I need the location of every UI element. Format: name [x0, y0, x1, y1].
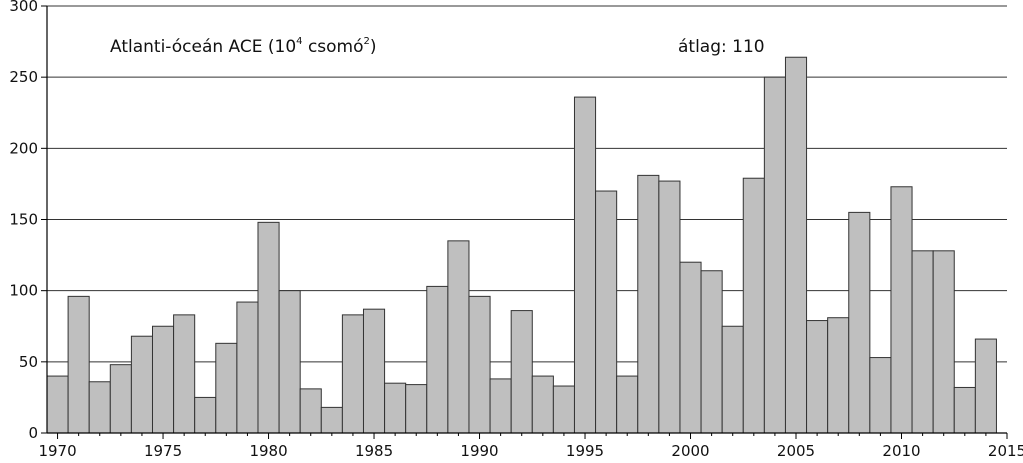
y-tick-label: 200: [9, 139, 38, 157]
bar-1999: [658, 180, 681, 434]
y-tick-label: 0: [28, 424, 38, 442]
grid-lines: [47, 5, 1007, 434]
axes: [41, 5, 1008, 439]
bar-1992: [510, 310, 533, 434]
y-tick-label: 150: [9, 211, 38, 229]
bar-1973: [109, 364, 132, 434]
x-tick-label: 1995: [566, 442, 604, 460]
bar-1996: [595, 190, 618, 434]
chart-annotation-title: Atlanti-óceán ACE (104 csomó2): [110, 36, 377, 57]
exponent-2: 2: [364, 36, 370, 47]
bar-1977: [194, 396, 217, 434]
bar-1995: [573, 96, 597, 434]
bar-2003: [742, 177, 765, 434]
mean-annotation: átlag: 110: [678, 37, 765, 57]
bar-1981: [278, 290, 301, 434]
x-tick-label: 1980: [249, 442, 287, 460]
bar-2005: [784, 56, 808, 434]
bar-1984: [341, 314, 364, 434]
bar-1986: [384, 382, 407, 434]
bar-1994: [552, 385, 575, 434]
bar-1979: [236, 301, 259, 434]
bar-2006: [806, 320, 829, 434]
bar-1988: [426, 285, 449, 434]
bar-1971: [67, 295, 90, 434]
y-tick-label: 50: [19, 353, 38, 371]
bar-1975: [151, 325, 175, 434]
bar-2000: [679, 261, 702, 434]
bar-2009: [869, 357, 892, 434]
bar-1978: [215, 342, 238, 434]
bar-2008: [848, 211, 871, 434]
bar-1974: [130, 335, 153, 434]
tick-labels: 0 50 100 150 200 250 300 1970 1975 1980 1985 1990 19…: [9, 0, 1023, 460]
bar-1985: [362, 308, 386, 434]
bar-1989: [447, 240, 470, 434]
bar-1991: [489, 378, 512, 434]
x-tick-label: 1985: [355, 442, 393, 460]
y-tick-label: 100: [9, 282, 38, 300]
x-tick-label: 1990: [460, 442, 498, 460]
bar-2001: [700, 270, 723, 434]
bar-1982: [299, 388, 322, 434]
x-tick-label: 2005: [777, 442, 815, 460]
x-tick-label: 2015: [988, 442, 1023, 460]
bar-1970: [46, 375, 69, 434]
x-tick-label: 1975: [144, 442, 182, 460]
bar-2004: [763, 76, 786, 434]
x-tick-label: 1970: [38, 442, 76, 460]
bar-1980: [257, 221, 280, 434]
bar-2013: [953, 386, 976, 434]
bar-2012: [932, 250, 955, 434]
bar-2010: [890, 186, 913, 434]
bar-1987: [405, 384, 428, 434]
bar-1997: [616, 375, 639, 434]
exponent-4: 4: [296, 36, 302, 47]
y-tick-label: 300: [9, 0, 38, 15]
bar-1993: [531, 375, 554, 434]
bars: [46, 56, 997, 434]
bar-1983: [320, 406, 343, 434]
bar-1976: [173, 314, 196, 434]
y-tick-label: 250: [9, 68, 38, 86]
bar-2011: [911, 250, 934, 434]
x-tick-label: 2000: [671, 442, 709, 460]
bar-1972: [88, 381, 111, 434]
bar-1998: [637, 174, 660, 434]
x-tick-label: 2010: [882, 442, 920, 460]
bar-2014: [974, 338, 997, 434]
bar-1990: [468, 295, 491, 434]
bar-2007: [827, 317, 850, 434]
bar-2002: [721, 325, 744, 434]
